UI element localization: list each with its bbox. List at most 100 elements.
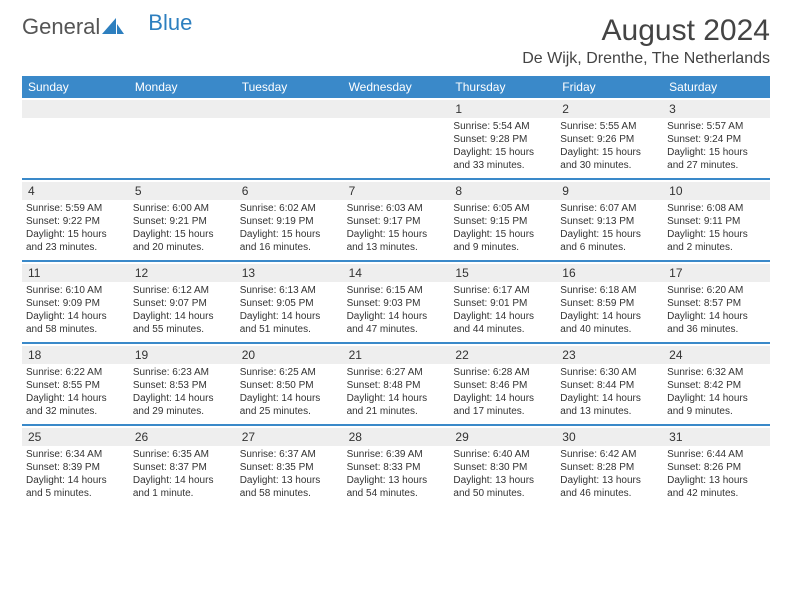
day-number: 29 — [449, 428, 556, 446]
calendar-day: 25Sunrise: 6:34 AMSunset: 8:39 PMDayligh… — [22, 426, 129, 506]
sunrise-text: Sunrise: 5:54 AM — [453, 120, 552, 133]
day-number: 3 — [663, 100, 770, 118]
daylight-text: Daylight: 14 hours and 17 minutes. — [453, 392, 552, 418]
calendar-page: General Blue August 2024 De Wijk, Drenth… — [0, 0, 792, 520]
daylight-text: Daylight: 15 hours and 33 minutes. — [453, 146, 552, 172]
sunset-text: Sunset: 8:48 PM — [347, 379, 446, 392]
sunrise-text: Sunrise: 6:39 AM — [347, 448, 446, 461]
calendar-day: 4Sunrise: 5:59 AMSunset: 9:22 PMDaylight… — [22, 180, 129, 260]
calendar-day: 28Sunrise: 6:39 AMSunset: 8:33 PMDayligh… — [343, 426, 450, 506]
day-number: 25 — [22, 428, 129, 446]
day-number-empty — [22, 100, 129, 118]
day-number: 18 — [22, 346, 129, 364]
sunrise-text: Sunrise: 6:27 AM — [347, 366, 446, 379]
day-number: 4 — [22, 182, 129, 200]
sunset-text: Sunset: 8:44 PM — [560, 379, 659, 392]
day-number: 20 — [236, 346, 343, 364]
dow-saturday: Saturday — [663, 76, 770, 98]
sunrise-text: Sunrise: 6:30 AM — [560, 366, 659, 379]
calendar-day — [343, 98, 450, 178]
day-number: 10 — [663, 182, 770, 200]
calendar-week: 4Sunrise: 5:59 AMSunset: 9:22 PMDaylight… — [22, 178, 770, 260]
sunrise-text: Sunrise: 6:02 AM — [240, 202, 339, 215]
daylight-text: Daylight: 14 hours and 13 minutes. — [560, 392, 659, 418]
daylight-text: Daylight: 14 hours and 36 minutes. — [667, 310, 766, 336]
dow-header-row: Sunday Monday Tuesday Wednesday Thursday… — [22, 76, 770, 98]
day-number: 11 — [22, 264, 129, 282]
sunset-text: Sunset: 8:37 PM — [133, 461, 232, 474]
sunrise-text: Sunrise: 6:40 AM — [453, 448, 552, 461]
dow-friday: Friday — [556, 76, 663, 98]
daylight-text: Daylight: 13 hours and 50 minutes. — [453, 474, 552, 500]
daylight-text: Daylight: 14 hours and 1 minute. — [133, 474, 232, 500]
sunset-text: Sunset: 9:15 PM — [453, 215, 552, 228]
month-title: August 2024 — [522, 14, 770, 48]
calendar-day: 12Sunrise: 6:12 AMSunset: 9:07 PMDayligh… — [129, 262, 236, 342]
sunset-text: Sunset: 9:19 PM — [240, 215, 339, 228]
sunset-text: Sunset: 9:09 PM — [26, 297, 125, 310]
sunrise-text: Sunrise: 6:34 AM — [26, 448, 125, 461]
day-number: 14 — [343, 264, 450, 282]
day-number: 17 — [663, 264, 770, 282]
daylight-text: Daylight: 14 hours and 44 minutes. — [453, 310, 552, 336]
calendar-day: 1Sunrise: 5:54 AMSunset: 9:28 PMDaylight… — [449, 98, 556, 178]
day-number: 23 — [556, 346, 663, 364]
sunrise-text: Sunrise: 6:08 AM — [667, 202, 766, 215]
calendar-day: 2Sunrise: 5:55 AMSunset: 9:26 PMDaylight… — [556, 98, 663, 178]
calendar-day: 6Sunrise: 6:02 AMSunset: 9:19 PMDaylight… — [236, 180, 343, 260]
calendar-day: 29Sunrise: 6:40 AMSunset: 8:30 PMDayligh… — [449, 426, 556, 506]
daylight-text: Daylight: 15 hours and 2 minutes. — [667, 228, 766, 254]
day-number: 13 — [236, 264, 343, 282]
sunset-text: Sunset: 8:26 PM — [667, 461, 766, 474]
day-number: 24 — [663, 346, 770, 364]
sunset-text: Sunset: 9:24 PM — [667, 133, 766, 146]
day-number: 27 — [236, 428, 343, 446]
sunset-text: Sunset: 9:03 PM — [347, 297, 446, 310]
sunrise-text: Sunrise: 6:35 AM — [133, 448, 232, 461]
sunset-text: Sunset: 8:50 PM — [240, 379, 339, 392]
sunset-text: Sunset: 8:57 PM — [667, 297, 766, 310]
daylight-text: Daylight: 14 hours and 9 minutes. — [667, 392, 766, 418]
sunrise-text: Sunrise: 6:20 AM — [667, 284, 766, 297]
sunset-text: Sunset: 9:11 PM — [667, 215, 766, 228]
daylight-text: Daylight: 14 hours and 29 minutes. — [133, 392, 232, 418]
day-number: 19 — [129, 346, 236, 364]
sunrise-text: Sunrise: 6:15 AM — [347, 284, 446, 297]
daylight-text: Daylight: 13 hours and 42 minutes. — [667, 474, 766, 500]
daylight-text: Daylight: 13 hours and 58 minutes. — [240, 474, 339, 500]
sunset-text: Sunset: 8:55 PM — [26, 379, 125, 392]
day-number: 7 — [343, 182, 450, 200]
calendar-week: 1Sunrise: 5:54 AMSunset: 9:28 PMDaylight… — [22, 98, 770, 178]
day-number: 5 — [129, 182, 236, 200]
day-number: 9 — [556, 182, 663, 200]
daylight-text: Daylight: 14 hours and 32 minutes. — [26, 392, 125, 418]
sunrise-text: Sunrise: 6:22 AM — [26, 366, 125, 379]
sunrise-text: Sunrise: 6:00 AM — [133, 202, 232, 215]
sunset-text: Sunset: 9:26 PM — [560, 133, 659, 146]
calendar-day: 24Sunrise: 6:32 AMSunset: 8:42 PMDayligh… — [663, 344, 770, 424]
calendar-day: 30Sunrise: 6:42 AMSunset: 8:28 PMDayligh… — [556, 426, 663, 506]
day-number-empty — [236, 100, 343, 118]
daylight-text: Daylight: 15 hours and 20 minutes. — [133, 228, 232, 254]
sunrise-text: Sunrise: 6:42 AM — [560, 448, 659, 461]
sunset-text: Sunset: 9:22 PM — [26, 215, 125, 228]
sunset-text: Sunset: 9:17 PM — [347, 215, 446, 228]
daylight-text: Daylight: 14 hours and 47 minutes. — [347, 310, 446, 336]
calendar-day: 8Sunrise: 6:05 AMSunset: 9:15 PMDaylight… — [449, 180, 556, 260]
daylight-text: Daylight: 15 hours and 13 minutes. — [347, 228, 446, 254]
daylight-text: Daylight: 15 hours and 27 minutes. — [667, 146, 766, 172]
weeks-container: 1Sunrise: 5:54 AMSunset: 9:28 PMDaylight… — [22, 98, 770, 506]
sunrise-text: Sunrise: 6:05 AM — [453, 202, 552, 215]
calendar-day: 16Sunrise: 6:18 AMSunset: 8:59 PMDayligh… — [556, 262, 663, 342]
title-block: August 2024 De Wijk, Drenthe, The Nether… — [522, 14, 770, 68]
sunrise-text: Sunrise: 6:25 AM — [240, 366, 339, 379]
daylight-text: Daylight: 14 hours and 51 minutes. — [240, 310, 339, 336]
daylight-text: Daylight: 14 hours and 40 minutes. — [560, 310, 659, 336]
day-number: 12 — [129, 264, 236, 282]
day-number: 16 — [556, 264, 663, 282]
calendar-day: 22Sunrise: 6:28 AMSunset: 8:46 PMDayligh… — [449, 344, 556, 424]
calendar-day: 11Sunrise: 6:10 AMSunset: 9:09 PMDayligh… — [22, 262, 129, 342]
sunset-text: Sunset: 8:39 PM — [26, 461, 125, 474]
sunrise-text: Sunrise: 5:57 AM — [667, 120, 766, 133]
sunset-text: Sunset: 8:59 PM — [560, 297, 659, 310]
